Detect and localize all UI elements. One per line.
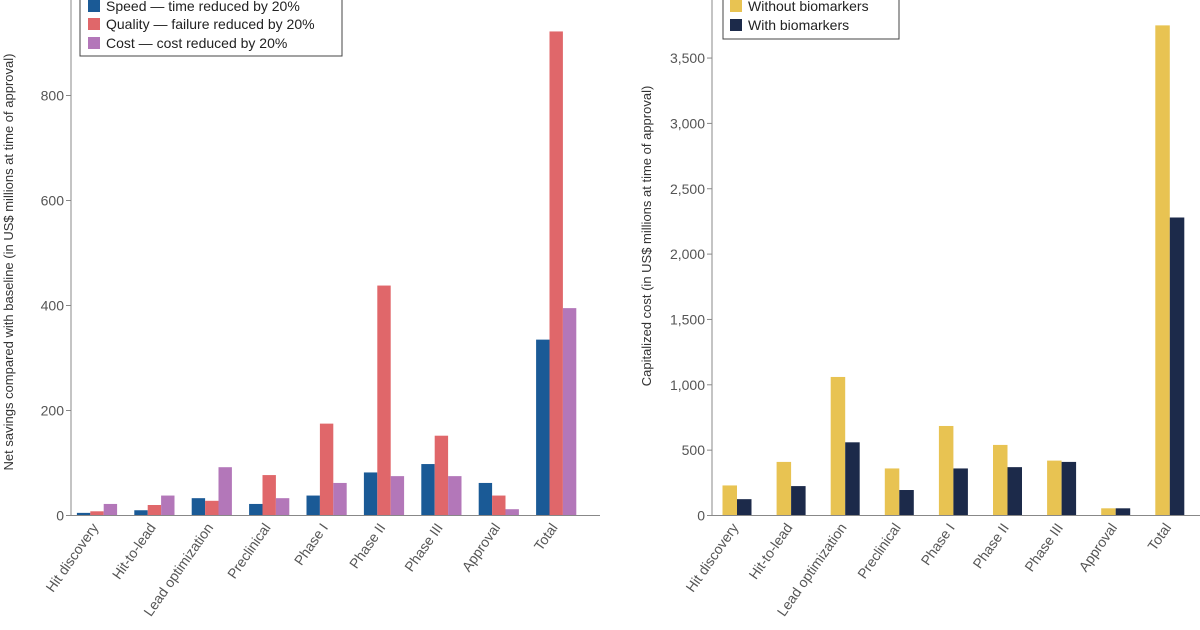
cost-bar-approval-with-biomarkers (1115, 508, 1131, 516)
savings-bar-approval-speed-time-reduced-b (478, 482, 493, 516)
cost-bar-phase-i-with-biomarkers (953, 468, 968, 516)
cost-bar-phase-iii-with-biomarkers (1061, 461, 1077, 516)
cost-x-tick-label: Phase I (918, 520, 958, 568)
legend-label-cost: Cost — cost reduced by 20% (106, 35, 287, 51)
cost-bar-approval-without-biomarkers (1101, 508, 1116, 516)
cost-y-tick-label: 1,500 (670, 311, 705, 327)
savings-legend: Speed — time reduced by 20% Quality — fa… (79, 0, 343, 57)
savings-bar-hit-discovery-cost-cost-reduced-by (103, 503, 118, 516)
savings-bar-preclinical-quality-failure-redu (262, 475, 276, 516)
savings-x-tick-label: Phase II (346, 520, 389, 571)
cost-x-tick-label: Phase III (1021, 520, 1066, 574)
cost-y-tick-label: 3,500 (670, 50, 705, 66)
savings-legend-frame (79, 0, 343, 57)
savings-x-tick-label: Total (531, 520, 561, 553)
cost-y-tick-label: 500 (682, 442, 706, 458)
cost-bar-preclinical-with-biomarkers (899, 490, 914, 516)
legend-swatch-cost (88, 37, 100, 49)
cost-bar-hit-discovery-with-biomarkers (737, 499, 752, 516)
savings-bar-approval-quality-failure-redu (492, 495, 506, 516)
savings-bar-phase-ii-speed-time-reduced-b (363, 472, 378, 516)
savings-bar-total-cost-cost-reduced-by (562, 308, 577, 516)
savings-bar-lead-optimization-speed-time-reduced-b (191, 498, 206, 516)
savings-x-tick-label: Preclinical (224, 520, 274, 581)
savings-bar-total-quality-failure-redu (549, 31, 563, 516)
cost-x-tick-label: Preclinical (854, 520, 904, 581)
cost-bar-phase-ii-with-biomarkers (1007, 467, 1022, 516)
cost-legend-frame (722, 0, 900, 40)
cost-x-tick-label: Hit-to-lead (745, 520, 795, 582)
cost-bar-hit-discovery-without-biomarkers (722, 485, 737, 516)
savings-bar-lead-optimization-cost-cost-reduced-by (218, 467, 232, 516)
cost-x-tick-label: Phase II (969, 520, 1012, 571)
savings-bar-phase-ii-cost-cost-reduced-by (390, 476, 405, 516)
savings-bar-hit-discovery-quality-failure-redu (90, 511, 104, 516)
cost-bar-lead-optimization-without-biomarkers (830, 376, 846, 516)
legend-label-with-biomarkers: With biomarkers (748, 17, 849, 33)
savings-bar-phase-ii-quality-failure-redu (377, 285, 391, 516)
legend-label-without-biomarkers: Without biomarkers (748, 0, 869, 14)
savings-bar-total-speed-time-reduced-b (536, 339, 550, 516)
savings-y-tick-label: 200 (41, 403, 65, 419)
cost-x-tick-label: Total (1144, 520, 1174, 553)
savings-bar-phase-i-speed-time-reduced-b (306, 495, 320, 516)
cost-bar-lead-optimization-with-biomarkers (845, 442, 860, 516)
legend-swatch-speed (88, 0, 100, 12)
savings-x-tick-label: Phase I (291, 520, 331, 568)
savings-x-tick-label: Hit discovery (42, 520, 101, 595)
legend-swatch-quality (88, 18, 100, 30)
savings-bar-hit-to-lead-cost-cost-reduced-by (161, 495, 175, 516)
savings-y-tick-label: 600 (41, 193, 65, 209)
cost-x-tick-label: Hit discovery (682, 520, 741, 595)
cost-bar-hit-to-lead-with-biomarkers (791, 486, 806, 516)
legend-label-speed: Speed — time reduced by 20% (106, 0, 300, 14)
savings-bar-preclinical-speed-time-reduced-b (249, 503, 263, 516)
savings-x-tick-label: Approval (458, 520, 503, 574)
cost-y-tick-label: 2,500 (670, 181, 705, 197)
legend-swatch-with-biomarkers (730, 19, 742, 31)
savings-bar-phase-i-cost-cost-reduced-by (333, 482, 347, 516)
cost-bar-phase-ii-without-biomarkers (993, 444, 1008, 516)
cost-bar-preclinical-without-biomarkers (884, 468, 900, 516)
savings-bar-phase-i-quality-failure-redu (319, 423, 334, 516)
cost-bar-total-without-biomarkers (1155, 25, 1170, 516)
cost-legend: Without biomarkers With biomarkers (722, 0, 900, 40)
savings-y-tick-label: 400 (41, 298, 65, 314)
savings-chart: Speed — time reduced by 20% Quality — fa… (1, 0, 600, 619)
savings-bar-hit-to-lead-speed-time-reduced-b (134, 510, 148, 516)
cost-y-tick-label: 3,000 (670, 115, 705, 131)
legend-swatch-without-biomarkers (730, 0, 742, 12)
savings-bar-approval-cost-cost-reduced-by (505, 509, 519, 516)
cost-y-tick-label: 1,000 (670, 377, 705, 393)
savings-bar-hit-to-lead-quality-failure-redu (147, 505, 162, 516)
cost-bar-hit-to-lead-without-biomarkers (776, 461, 792, 516)
savings-x-tick-label: Phase III (401, 520, 446, 574)
cost-y-tick-label: 2,000 (670, 246, 705, 262)
savings-y-tick-label: 0 (56, 508, 64, 524)
cost-y-axis-label: Capitalized cost (in US$ millions at tim… (639, 86, 654, 387)
savings-bar-phase-iii-quality-failure-redu (434, 435, 449, 516)
legend-label-quality: Quality — failure reduced by 20% (106, 16, 315, 32)
savings-bar-hit-discovery-speed-time-reduced-b (76, 512, 91, 516)
savings-x-tick-label: Hit-to-lead (109, 520, 159, 582)
savings-y-axis-label: Net savings compared with baseline (in U… (1, 54, 16, 471)
cost-bar-phase-i-without-biomarkers (938, 425, 954, 516)
savings-bar-phase-iii-cost-cost-reduced-by (448, 476, 462, 516)
savings-bar-phase-iii-speed-time-reduced-b (421, 464, 435, 516)
savings-y-tick-label: 800 (41, 88, 65, 104)
cost-bar-phase-iii-without-biomarkers (1047, 460, 1062, 516)
cost-x-tick-label: Approval (1075, 520, 1120, 574)
cost-y-tick-label: 0 (697, 508, 705, 524)
savings-bar-preclinical-cost-cost-reduced-by (275, 498, 290, 516)
cost-chart: Without biomarkers With biomarkers Capit… (639, 0, 1200, 619)
savings-bar-lead-optimization-quality-failure-redu (205, 500, 219, 516)
cost-bar-total-with-biomarkers (1169, 217, 1185, 516)
